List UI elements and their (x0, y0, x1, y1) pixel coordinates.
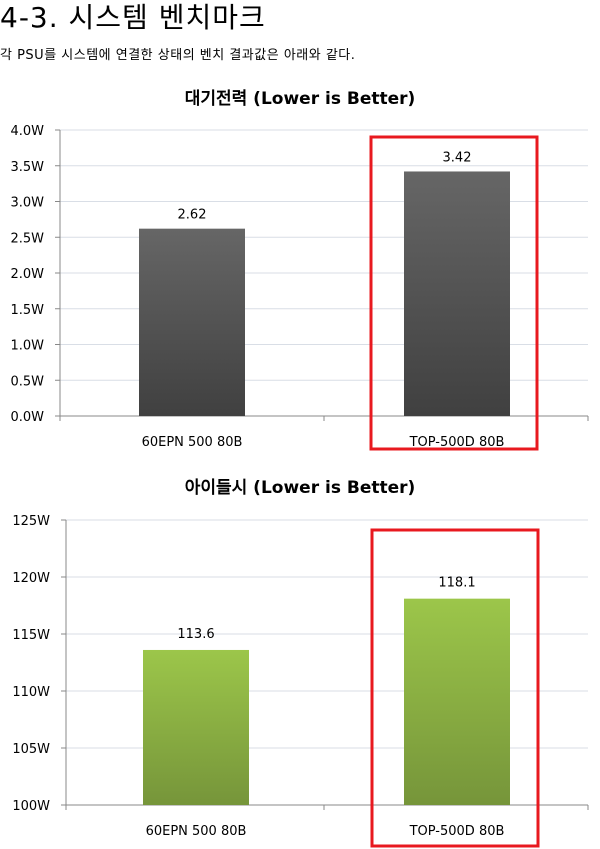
category-label: TOP-500D 80B (409, 824, 505, 839)
bar-2 (404, 598, 510, 805)
section-title: 4-3. 시스템 벤치마크 (0, 1, 266, 34)
y-tick-label: 3.5W (10, 160, 44, 175)
idle-power-chart: 아이들시 (Lower is Better) 100W 105W 110W 115W 12… (12, 478, 589, 848)
y-tick-label: 120W (12, 571, 50, 586)
category-label: TOP-500D 80B (409, 435, 505, 450)
y-tick-label: 115W (12, 628, 50, 643)
y-tick-label: 1.0W (10, 339, 44, 354)
y-tick-label: 2.0W (10, 267, 44, 282)
bar-2 (404, 171, 510, 416)
y-tick-label: 3.0W (10, 196, 44, 211)
data-label: 118.1 (438, 576, 475, 591)
y-tick-label: 105W (12, 742, 50, 757)
y-tick-label: 0.0W (10, 410, 44, 425)
bar-1 (143, 649, 249, 805)
data-label: 3.42 (443, 150, 472, 165)
y-tick-label: 125W (12, 514, 50, 529)
chart-title: 아이들시 (Lower is Better) (185, 478, 416, 498)
y-tick-label: 1.5W (10, 303, 44, 318)
data-label: 113.6 (177, 627, 214, 642)
y-tick-label: 100W (12, 799, 50, 814)
standby-power-chart: 대기전력 (Lower is Better) 0.0W 0.5W 1.0W 1.5W 2.… (10, 89, 589, 451)
highlight-box (369, 135, 539, 451)
category-label: 60EPN 500 80B (142, 435, 243, 450)
y-tick-label: 2.5W (10, 231, 44, 246)
intro-text: 각 PSU를 시스템에 연결한 상태의 벤치 결과값은 아래와 같다. (0, 48, 356, 63)
data-label: 2.62 (178, 208, 207, 223)
bar-1 (139, 228, 245, 416)
y-tick-label: 4.0W (10, 124, 44, 139)
highlight-box (370, 528, 540, 848)
chart-title: 대기전력 (Lower is Better) (185, 89, 416, 109)
y-tick-label: 0.5W (10, 374, 44, 389)
category-label: 60EPN 500 80B (146, 824, 247, 839)
y-tick-label: 110W (12, 685, 50, 700)
